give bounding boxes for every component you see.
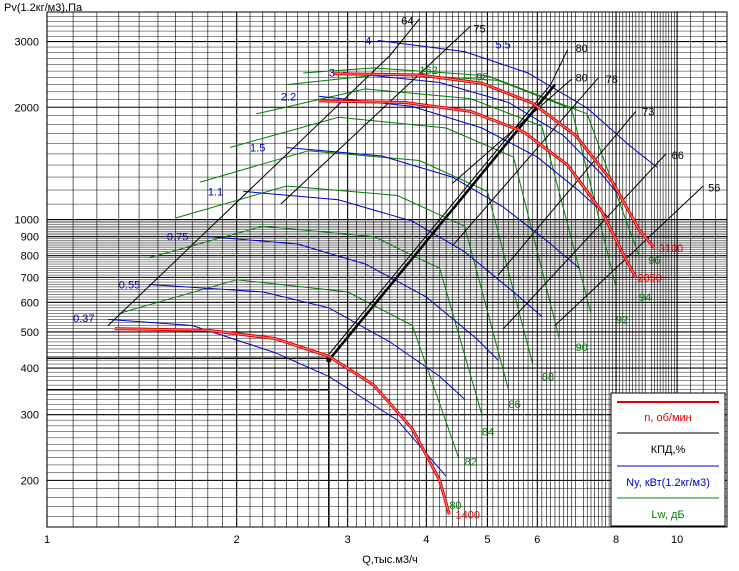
- legend-label-speed: n, об/мин: [644, 412, 692, 424]
- x-axis-title: Q,тыс.м3/ч: [362, 554, 418, 566]
- noise-label: 86: [508, 399, 520, 411]
- noise-label: 96: [648, 255, 660, 267]
- speed-curve-highlight: [114, 328, 450, 515]
- power-label: 3: [329, 67, 335, 79]
- efficiency-line: [452, 77, 599, 247]
- noise-curve: [175, 185, 509, 390]
- power-curve: [207, 236, 499, 361]
- x-tick-label: 8: [613, 534, 619, 546]
- curve-labels: 0.37 0.55 0.75 1.1 1.5 2.2 3 4 5.5 64 75 80 80 78 73 6…: [73, 15, 720, 521]
- power-label: 4: [365, 35, 371, 47]
- legend: n, об/мин КПД,% Ny, кВт(1.2кг/м3) Lw, дБ: [610, 392, 726, 527]
- efficiency-line: [503, 153, 667, 330]
- noise-label: 80: [449, 500, 461, 512]
- power-label: 0.75: [167, 232, 188, 244]
- efficiency-label: 56: [708, 182, 720, 194]
- legend-label-noise: Lw, дБ: [651, 509, 684, 521]
- noise-label: 94: [639, 292, 651, 304]
- legend-label-efficiency: КПД,%: [651, 444, 686, 456]
- efficiency-label: 75: [473, 24, 485, 36]
- y-axis-ticks: 200 300 400 500 600 700 800 900 1000 2000 3000: [15, 37, 39, 488]
- noise-label: 84: [482, 427, 494, 439]
- efficiency-label: 80: [576, 73, 588, 85]
- speed-label: 2850: [637, 272, 661, 284]
- legend-box: [610, 392, 726, 527]
- y-tick-label: 700: [21, 272, 39, 284]
- noise-label: 90: [576, 342, 588, 354]
- power-curve: [377, 40, 658, 168]
- y-tick-label: 400: [21, 363, 39, 375]
- efficiency-line: [328, 49, 568, 355]
- efficiency-lines: [107, 18, 704, 355]
- x-tick-label: 2: [234, 534, 240, 546]
- efficiency-label: 78: [606, 74, 618, 86]
- noise-curve: [229, 116, 560, 339]
- noise-label: 82: [465, 456, 477, 468]
- noise-label: 98: [476, 71, 488, 83]
- power-label: 2.2: [281, 91, 296, 103]
- y-tick-label: 900: [21, 232, 39, 244]
- noise-label: 92: [616, 314, 628, 326]
- y-tick-label: 500: [21, 327, 39, 339]
- power-label: 1.1: [208, 186, 223, 198]
- efficiency-label: 73: [642, 106, 654, 118]
- efficiency-label: 66: [672, 150, 684, 162]
- x-tick-label: 6: [534, 534, 540, 546]
- efficiency-line: [107, 18, 420, 326]
- power-curve: [318, 95, 610, 219]
- y-tick-label: 200: [21, 475, 39, 487]
- speed-curve-highlight: [318, 100, 637, 278]
- efficiency-line: [554, 185, 704, 326]
- x-axis-ticks: 1 2 3 4 5 6 8 10: [44, 534, 683, 546]
- noise-label: 162: [419, 65, 437, 77]
- legend-label-power: Ny, кВт(1.2кг/м3): [626, 477, 710, 489]
- x-tick-label: 3: [345, 534, 351, 546]
- efficiency-line: [497, 111, 637, 276]
- efficiency-label: 80: [576, 43, 588, 55]
- y-tick-label: 1000: [15, 215, 39, 227]
- y-tick-label: 3000: [15, 37, 39, 49]
- power-curve: [243, 190, 543, 317]
- plot-area: [47, 18, 704, 527]
- efficiency-line: [280, 25, 471, 205]
- speed-label: 3100: [659, 243, 683, 255]
- power-label: 5.5: [496, 39, 511, 51]
- y-tick-label: 2000: [15, 102, 39, 114]
- y-axis-title: Pv(1.2кг/м3),Па: [4, 2, 83, 14]
- grid: [46, 11, 728, 528]
- noise-curve: [148, 225, 483, 415]
- speed-curve-highlight: [333, 73, 655, 249]
- y-tick-label: 600: [21, 297, 39, 309]
- noise-curve: [118, 279, 460, 458]
- y-tick-label: 300: [21, 410, 39, 422]
- efficiency-label: 64: [401, 15, 413, 27]
- x-tick-label: 5: [484, 534, 490, 546]
- power-label: 0.37: [73, 313, 94, 325]
- noise-curve: [199, 150, 534, 365]
- efficiency-line: [452, 78, 572, 184]
- operating-point: [326, 357, 332, 363]
- power-curve: [286, 147, 580, 269]
- speed-curves: [114, 72, 656, 515]
- power-label: 1.5: [250, 143, 265, 155]
- x-tick-label: 4: [423, 534, 429, 546]
- power-label: 0.55: [119, 279, 140, 291]
- noise-label: 88: [542, 371, 554, 383]
- x-tick-label: 1: [44, 534, 50, 546]
- power-curve: [108, 318, 447, 477]
- x-tick-label: 10: [671, 534, 683, 546]
- noise-curve: [286, 73, 617, 288]
- speed-label: 1400: [456, 510, 480, 522]
- power-curve: [342, 71, 627, 205]
- noise-curve: [303, 67, 640, 256]
- y-tick-label: 800: [21, 251, 39, 263]
